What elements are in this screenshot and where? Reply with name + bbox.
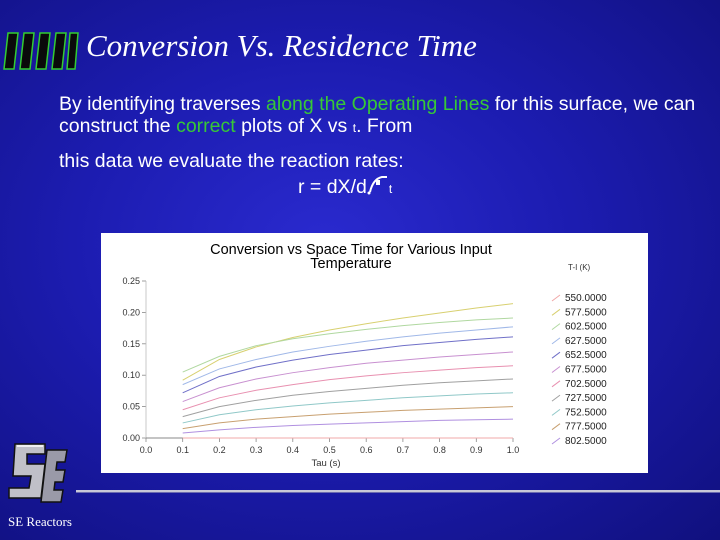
conversion-chart: Conversion vs Space Time for Various Inp…	[122, 242, 607, 469]
x-tick-label: 1.0	[507, 445, 520, 455]
legend-label: 677.5000	[565, 365, 607, 376]
series-line	[182, 365, 514, 411]
y-tick-label: 0.10	[122, 370, 140, 380]
legend-label: 802.5000	[565, 436, 607, 447]
legend-swatch	[551, 337, 561, 345]
y-tick-label: 0.20	[122, 307, 140, 317]
legend-label: 727.5000	[565, 393, 607, 404]
y-tick-label: 0.05	[122, 402, 140, 412]
x-tick-label: 0.5	[323, 445, 336, 455]
series-line	[182, 326, 514, 386]
y-tick-label: 0.25	[122, 276, 140, 286]
legend-label: 777.5000	[565, 422, 607, 433]
rate-equation-text: r = dX/d	[298, 176, 367, 198]
series-line	[182, 418, 514, 434]
chart-title-line-1: Conversion vs Space Time for Various Inp…	[210, 242, 492, 258]
p1-text-b: for this surface, we can construct the	[59, 93, 696, 137]
legend-swatch	[551, 351, 561, 359]
legend-swatch	[551, 394, 561, 402]
x-tick-label: 0.7	[397, 445, 410, 455]
legend-label: 702.5000	[565, 379, 607, 390]
rate-tau-icon	[367, 176, 387, 195]
rate-tau-symbol: t	[388, 182, 393, 196]
series-line	[182, 317, 514, 373]
legend-swatch	[551, 294, 561, 302]
slide-bars-logo	[3, 32, 79, 70]
footer-rule	[76, 490, 720, 493]
x-tick-label: 0.6	[360, 445, 373, 455]
legend-label: 752.5000	[565, 407, 607, 418]
x-tick-label: 0.4	[287, 445, 300, 455]
x-tick-label: 0.0	[140, 445, 153, 455]
series-line	[182, 406, 514, 430]
legend-label: 577.5000	[565, 307, 607, 318]
x-tick-label: 0.8	[433, 445, 446, 455]
paragraph-2: this data we evaluate the reaction rates…	[59, 150, 404, 172]
p1-text-d: . From	[356, 115, 413, 137]
tau-symbol: t	[352, 121, 357, 135]
x-tick-label: 0.1	[176, 445, 189, 455]
paragraph-1: By identifying traverses along the Opera…	[59, 93, 699, 139]
x-tick-label: 0.2	[213, 445, 226, 455]
legend-label: 550.0000	[565, 293, 607, 304]
p1-text-a: By identifying traverses	[59, 93, 267, 115]
legend-label: 652.5000	[565, 350, 607, 361]
highlight-operating-lines: along the Operating Lines	[266, 93, 490, 115]
legend-swatch	[551, 380, 561, 388]
legend-swatch	[551, 366, 561, 373]
legend-label: 627.5000	[565, 336, 607, 347]
y-tick-label: 0.15	[122, 339, 140, 349]
legend-title: T-I (K)	[568, 263, 591, 272]
body-text: By identifying traverses along the Opera…	[59, 93, 699, 172]
series-line	[182, 336, 514, 394]
series-line	[182, 378, 514, 418]
x-axis-label: Tau (s)	[311, 458, 340, 469]
series-line	[182, 351, 514, 403]
legend-swatch	[551, 423, 561, 431]
chart-title-line-2: Temperature	[310, 256, 391, 272]
legend-label: 602.5000	[565, 322, 607, 333]
p1-text-c: plots of X vs	[235, 115, 353, 137]
chart-panel: Conversion vs Space Time for Various Inp…	[101, 233, 648, 473]
legend-swatch	[551, 308, 561, 316]
x-tick-label: 0.3	[250, 445, 263, 455]
slide-title: Conversion Vs. Residence Time	[86, 28, 477, 63]
se-logo	[8, 443, 68, 503]
legend-swatch	[551, 437, 561, 445]
series-line	[182, 392, 514, 424]
series-line	[182, 303, 514, 381]
footer-label: SE Reactors	[8, 514, 72, 529]
highlight-correct: correct	[176, 115, 236, 137]
legend-swatch	[551, 323, 561, 330]
y-tick-label: 0.00	[122, 433, 140, 443]
x-tick-label: 0.9	[470, 445, 483, 455]
rate-equation: r = dX/d t	[298, 174, 392, 199]
legend-swatch	[551, 408, 561, 416]
